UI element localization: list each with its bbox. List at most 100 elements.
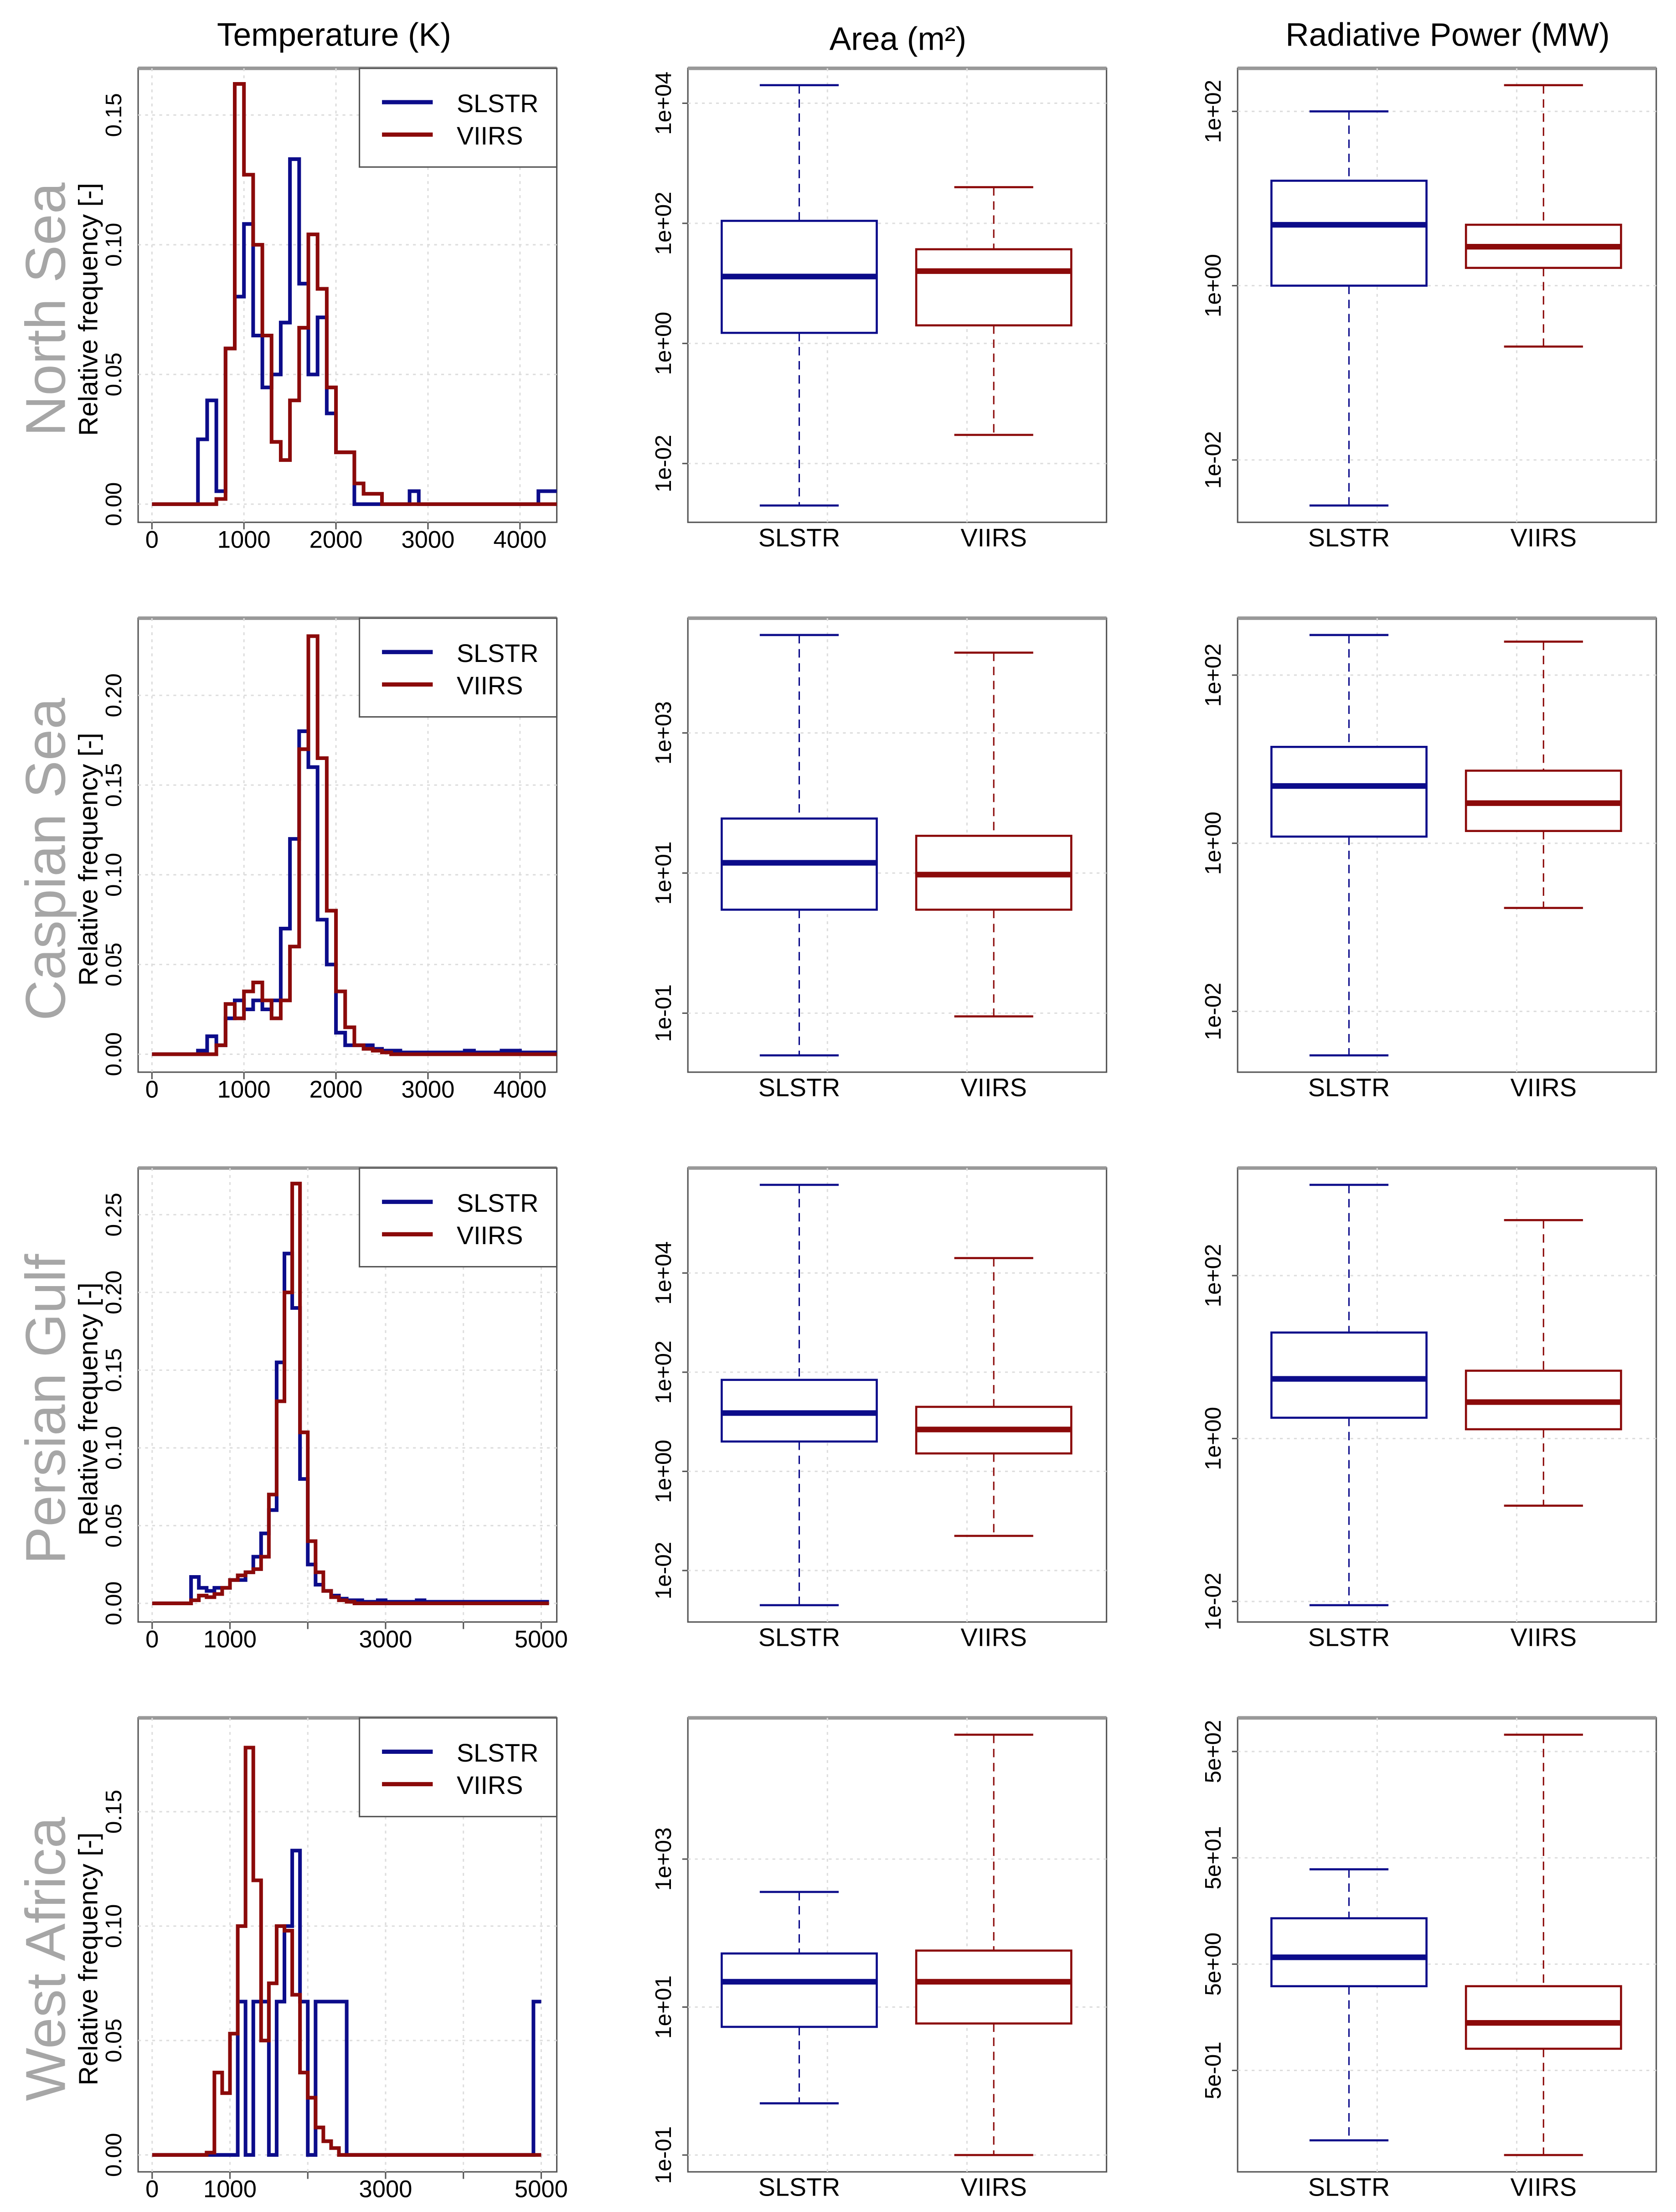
plot-frame bbox=[1237, 617, 1657, 1073]
box-slstr bbox=[1270, 1184, 1428, 1607]
x-tick-label: 2000 bbox=[309, 526, 363, 553]
column-title: Temperature (K) bbox=[217, 17, 451, 53]
box-viirs bbox=[915, 186, 1073, 436]
y-tick-label: 1e+02 bbox=[651, 191, 676, 255]
histogram-line-viirs bbox=[152, 634, 557, 1056]
box-slstr bbox=[1270, 1868, 1428, 2142]
box-iqr bbox=[915, 248, 1073, 326]
category-label: VIIRS bbox=[1511, 523, 1577, 552]
y-tick-label: 0.20 bbox=[101, 673, 126, 717]
column-title: Area (m²) bbox=[830, 21, 966, 57]
category-label: VIIRS bbox=[961, 1073, 1027, 1101]
y-tick-label: 0.10 bbox=[101, 223, 126, 267]
y-tick-label: 0.15 bbox=[101, 1790, 126, 1834]
y-tick-label: 1e+02 bbox=[1201, 643, 1226, 707]
legend: SLSTR VIIRS bbox=[359, 617, 558, 718]
legend-box bbox=[359, 617, 558, 718]
y-tick-label: 1e+00 bbox=[651, 1440, 676, 1503]
area-boxplot-panel: 1e-02 1e+00 1e+02 1e+04 SLSTR VIIRS bbox=[651, 67, 1108, 552]
legend: SLSTR VIIRS bbox=[359, 1167, 558, 1268]
y-axis-label: Relative frequency [-] bbox=[73, 1282, 103, 1535]
box-viirs bbox=[1465, 641, 1622, 909]
box-viirs bbox=[915, 1733, 1073, 2156]
category-label: VIIRS bbox=[1511, 1623, 1577, 1651]
y-tick-label: 1e+02 bbox=[1201, 80, 1226, 143]
y-tick-label: 1e-02 bbox=[1201, 431, 1226, 489]
y-tick-label: 1e+00 bbox=[651, 312, 676, 375]
category-label: VIIRS bbox=[961, 2173, 1027, 2202]
histogram-panel: 0 1000 2000 3000 4000 0.00 0.05 0.10 0.15 North S… bbox=[14, 67, 558, 553]
category-label: SLSTR bbox=[1308, 1073, 1390, 1101]
legend-box bbox=[359, 1167, 558, 1268]
y-tick-label: 1e+00 bbox=[1201, 811, 1226, 875]
y-tick-label: 5e+00 bbox=[1201, 1933, 1226, 1996]
box-iqr bbox=[1270, 745, 1428, 838]
legend-label: SLSTR bbox=[457, 1739, 538, 1767]
x-tick-label: 2000 bbox=[309, 1076, 363, 1103]
category-label: SLSTR bbox=[758, 523, 840, 552]
x-tick-label: 3000 bbox=[359, 1626, 412, 1653]
legend-label: SLSTR bbox=[457, 1189, 538, 1217]
y-tick-label: 1e+01 bbox=[651, 1975, 676, 2039]
box-slstr bbox=[1270, 634, 1428, 1057]
y-tick-label: 0.25 bbox=[101, 1193, 126, 1236]
column-title: Radiative Power (MW) bbox=[1285, 17, 1609, 53]
y-tick-label: 0.05 bbox=[101, 2019, 126, 2062]
legend-box bbox=[359, 67, 558, 168]
power-boxplot-panel: 1e-02 1e+00 1e+02 SLSTR VIIRS bbox=[1201, 616, 1657, 1101]
category-label: VIIRS bbox=[961, 1623, 1027, 1651]
x-tick-label: 3000 bbox=[401, 1076, 454, 1103]
y-tick-label: 5e+02 bbox=[1201, 1720, 1226, 1783]
plot-frame bbox=[1237, 67, 1657, 523]
y-tick-label: 1e+02 bbox=[651, 1340, 676, 1404]
legend: SLSTR VIIRS bbox=[359, 67, 558, 168]
y-axis-label: Relative frequency [-] bbox=[73, 1832, 103, 2085]
x-tick-label: 1000 bbox=[203, 1626, 257, 1653]
y-tick-label: 0.10 bbox=[101, 1904, 126, 1948]
box-iqr bbox=[1270, 180, 1428, 287]
area-boxplot-panel: 1e-02 1e+00 1e+02 1e+04 SLSTR VIIRS bbox=[651, 1166, 1108, 1651]
y-tick-label: 1e+00 bbox=[1201, 1407, 1226, 1470]
plot-frame bbox=[687, 1717, 1108, 2173]
category-label: SLSTR bbox=[758, 2173, 840, 2202]
category-label: VIIRS bbox=[1511, 2173, 1577, 2202]
y-tick-label: 0.05 bbox=[101, 1504, 126, 1547]
y-tick-label: 1e+03 bbox=[651, 1827, 676, 1891]
histogram-panel: 0 1000 3000 5000 0.00 0.05 0.10 0.15 0.20 0.25 Per… bbox=[14, 1166, 568, 1653]
y-tick-label: 5e-01 bbox=[1201, 2041, 1226, 2099]
category-label: VIIRS bbox=[1511, 1073, 1577, 1101]
category-label: VIIRS bbox=[961, 523, 1027, 552]
box-slstr bbox=[721, 1891, 878, 2104]
y-tick-label: 1e+04 bbox=[651, 1241, 676, 1305]
y-tick-label: 1e-01 bbox=[651, 2126, 676, 2184]
box-iqr bbox=[1270, 1331, 1428, 1419]
x-tick-label: 4000 bbox=[493, 1076, 547, 1103]
legend-label: VIIRS bbox=[457, 1221, 523, 1250]
legend-label: VIIRS bbox=[457, 122, 523, 150]
box-viirs bbox=[1465, 1733, 1622, 2156]
y-tick-label: 1e+02 bbox=[1201, 1244, 1226, 1308]
area-boxplot-panel: 1e-01 1e+01 1e+03 SLSTR VIIRS bbox=[651, 616, 1108, 1101]
box-slstr bbox=[721, 84, 878, 507]
y-tick-label: 0.00 bbox=[101, 482, 126, 526]
box-iqr bbox=[915, 1949, 1073, 2025]
y-tick-label: 0.00 bbox=[101, 1032, 126, 1076]
box-viirs bbox=[915, 1257, 1073, 1537]
x-tick-label: 0 bbox=[145, 2176, 159, 2203]
y-tick-label: 1e+01 bbox=[651, 842, 676, 905]
box-slstr bbox=[721, 634, 878, 1057]
y-tick-label: 1e+03 bbox=[651, 701, 676, 765]
y-tick-label: 1e-02 bbox=[651, 1542, 676, 1600]
x-tick-label: 0 bbox=[145, 526, 159, 553]
power-boxplot-panel: 5e-01 5e+00 5e+01 5e+02 SLSTR VIIRS bbox=[1201, 1716, 1657, 2202]
y-tick-label: 0.20 bbox=[101, 1271, 126, 1314]
box-slstr bbox=[721, 1184, 878, 1607]
x-tick-label: 0 bbox=[145, 1076, 159, 1103]
legend-box bbox=[359, 1717, 558, 1818]
region-label: West Africa bbox=[14, 1817, 77, 2101]
x-tick-label: 1000 bbox=[217, 1076, 271, 1103]
x-tick-label: 3000 bbox=[359, 2176, 412, 2203]
y-tick-label: 0.10 bbox=[101, 1426, 126, 1470]
y-tick-label: 0.00 bbox=[101, 2133, 126, 2177]
